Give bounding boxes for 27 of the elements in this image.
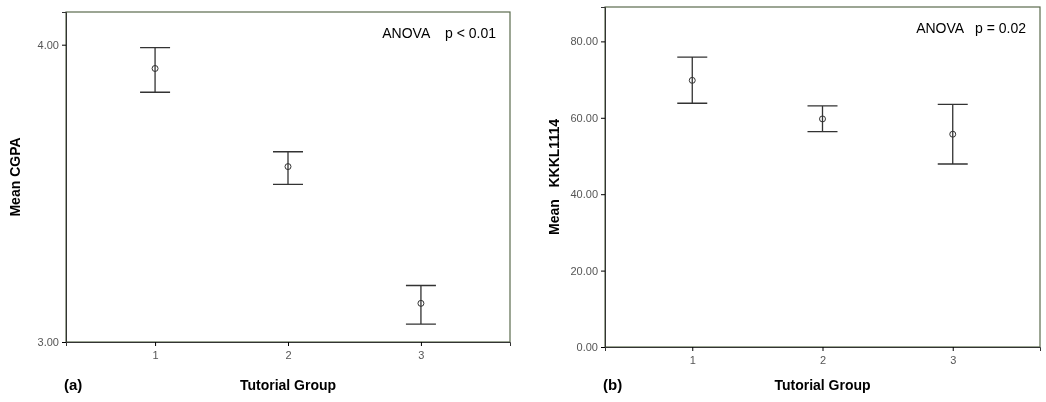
point <box>284 163 292 171</box>
point <box>949 130 957 138</box>
y-tick-label: 60.00 <box>570 111 598 124</box>
y-axis-title: Mean KKKL1114 <box>546 118 562 235</box>
point <box>417 299 425 307</box>
x-axis-title: Tutorial Group <box>239 377 337 393</box>
x-tick-label: 3 <box>418 348 425 361</box>
annotation: ANOVA p < 0.01 <box>382 25 497 41</box>
y-tick-label: 0.00 <box>576 341 598 354</box>
x-tick-label: 2 <box>819 353 827 366</box>
annotation: ANOVA p = 0.02 <box>916 20 1027 36</box>
y-tick-label: 4.00 <box>37 38 59 51</box>
y-tick-label: 20.00 <box>570 264 598 277</box>
x-tick-label: 3 <box>950 353 957 366</box>
text: (a) <box>64 376 83 393</box>
x-axis-title: Tutorial Group <box>774 377 871 393</box>
point <box>151 65 159 72</box>
text: (b) <box>603 376 623 393</box>
y-tick-label: 40.00 <box>570 188 598 201</box>
y-tick-label: 3.00 <box>37 336 59 349</box>
y-axis-title: Mean CGPA <box>7 137 23 217</box>
x-tick-label: 1 <box>152 348 159 361</box>
point <box>688 76 696 84</box>
point <box>819 115 826 123</box>
x-tick-label: 2 <box>285 348 292 361</box>
x-tick-label: 1 <box>689 353 696 366</box>
y-tick-label: 80.00 <box>570 35 598 48</box>
